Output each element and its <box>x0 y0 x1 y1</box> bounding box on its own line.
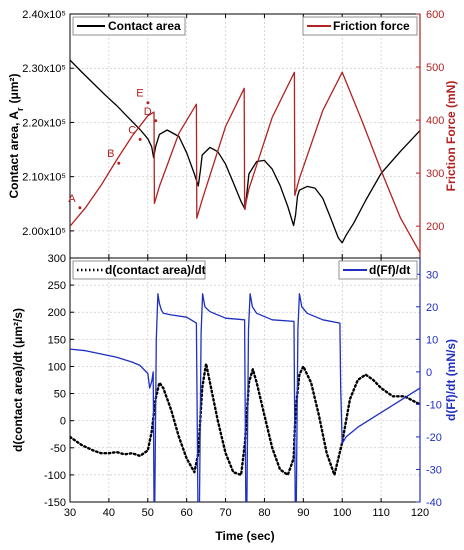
left-tick-label: 200 <box>48 307 66 319</box>
legend-box <box>72 260 206 280</box>
right-tick-label: -20 <box>426 432 442 444</box>
right-tick-label: 500 <box>426 62 444 74</box>
bottom-left-axis-label: d(contact area)/dt (μm²/s) <box>11 308 25 452</box>
bottom-right-axis-label: d(Ff)/dt (mN/s) <box>444 339 458 421</box>
x-tick-label: 100 <box>333 507 351 519</box>
series-line-contact-area <box>70 59 420 244</box>
left-tick-label: -100 <box>44 470 66 482</box>
bottom-ticks: 30 40 50 60 70 80 90 100 110 120-150-100-50050100… <box>44 253 442 519</box>
annotation-marker <box>138 137 142 141</box>
legend-label-contact-area: Contact area <box>108 19 181 33</box>
right-tick-label: 400 <box>426 115 444 127</box>
left-tick-label: 2.30x10⁵ <box>22 63 66 75</box>
right-tick-label: -40 <box>426 497 442 509</box>
top-legend-right: Friction force <box>302 16 418 36</box>
right-tick-label: 10 <box>426 334 438 346</box>
annotation-marker <box>154 119 158 123</box>
left-tick-label: 2.00x10⁵ <box>22 226 66 238</box>
right-tick-label: 30 <box>426 269 438 281</box>
legend-box <box>338 260 418 280</box>
series-line-d-ff-dt <box>70 293 420 502</box>
top-legend-left: Contact area <box>72 16 186 36</box>
right-tick-label: 600 <box>426 9 444 21</box>
top-series-layer <box>70 59 420 254</box>
x-axis-label: Time (sec) <box>215 529 274 543</box>
left-tick-label: -50 <box>50 443 66 455</box>
left-tick-label: 0 <box>60 416 66 428</box>
legend-label-friction-force: Friction force <box>333 19 410 33</box>
bottom-legend-right: d(Ff)/dt <box>338 260 418 280</box>
left-tick-label: 2.20x10⁵ <box>22 117 66 129</box>
annotation-marker <box>78 206 82 210</box>
x-tick-label: 90 <box>297 507 309 519</box>
top-chart-panel: 2.00x10⁵ 2.10x10⁵ 2.20x10⁵ 2.30x10⁵ 2.40x10⁵… <box>7 9 458 259</box>
bottom-legend-left: d(contact area)/dt <box>72 260 206 280</box>
bottom-chart-panel: 30 40 50 60 70 80 90 100 110 120-150-100-50050100… <box>11 253 458 543</box>
x-tick-label: 110 <box>372 507 390 519</box>
left-tick-label: 150 <box>48 334 66 346</box>
top-annotations: A B CDE <box>68 88 158 210</box>
annotation-label: C <box>128 124 136 136</box>
annotation-label: B <box>107 148 114 160</box>
left-tick-label: 50 <box>54 389 66 401</box>
series-line-friction-force <box>70 71 420 254</box>
top-right-axis-label: Friction Force (mN) <box>444 81 458 192</box>
left-tick-label: -150 <box>44 497 66 509</box>
annotation-label: E <box>136 88 143 100</box>
right-tick-label: 0 <box>426 367 432 379</box>
left-tick-label: 2.40x10⁵ <box>22 9 66 21</box>
top-left-axis-label: Contact area, Ar(μm²) <box>7 73 25 198</box>
x-tick-label: 70 <box>219 507 231 519</box>
right-tick-label: -30 <box>426 464 442 476</box>
bottom-series-layer <box>70 293 420 502</box>
right-tick-label: 20 <box>426 302 438 314</box>
legend-box <box>302 16 418 36</box>
right-tick-label: 200 <box>426 221 444 233</box>
legend-box <box>72 16 186 36</box>
annotation-label: A <box>68 193 76 205</box>
annotation-marker <box>146 101 150 105</box>
x-tick-label: 60 <box>181 507 193 519</box>
legend-label-ff-rate: d(Ff)/dt <box>369 263 410 277</box>
right-tick-label: -10 <box>426 399 442 411</box>
x-tick-label: 80 <box>258 507 270 519</box>
x-tick-label: 30 <box>64 507 76 519</box>
x-tick-label: 120 <box>411 507 429 519</box>
x-tick-label: 50 <box>142 507 154 519</box>
left-tick-label: 2.10x10⁵ <box>22 172 66 184</box>
left-tick-label: 100 <box>48 361 66 373</box>
legend-label-contact-rate: d(contact area)/dt <box>105 263 206 277</box>
right-tick-label: 300 <box>426 168 444 180</box>
annotation-marker <box>117 161 121 165</box>
left-tick-label: 250 <box>48 280 66 292</box>
left-tick-label: 300 <box>48 253 66 265</box>
x-tick-label: 40 <box>103 507 115 519</box>
annotation-label: D <box>144 106 152 118</box>
